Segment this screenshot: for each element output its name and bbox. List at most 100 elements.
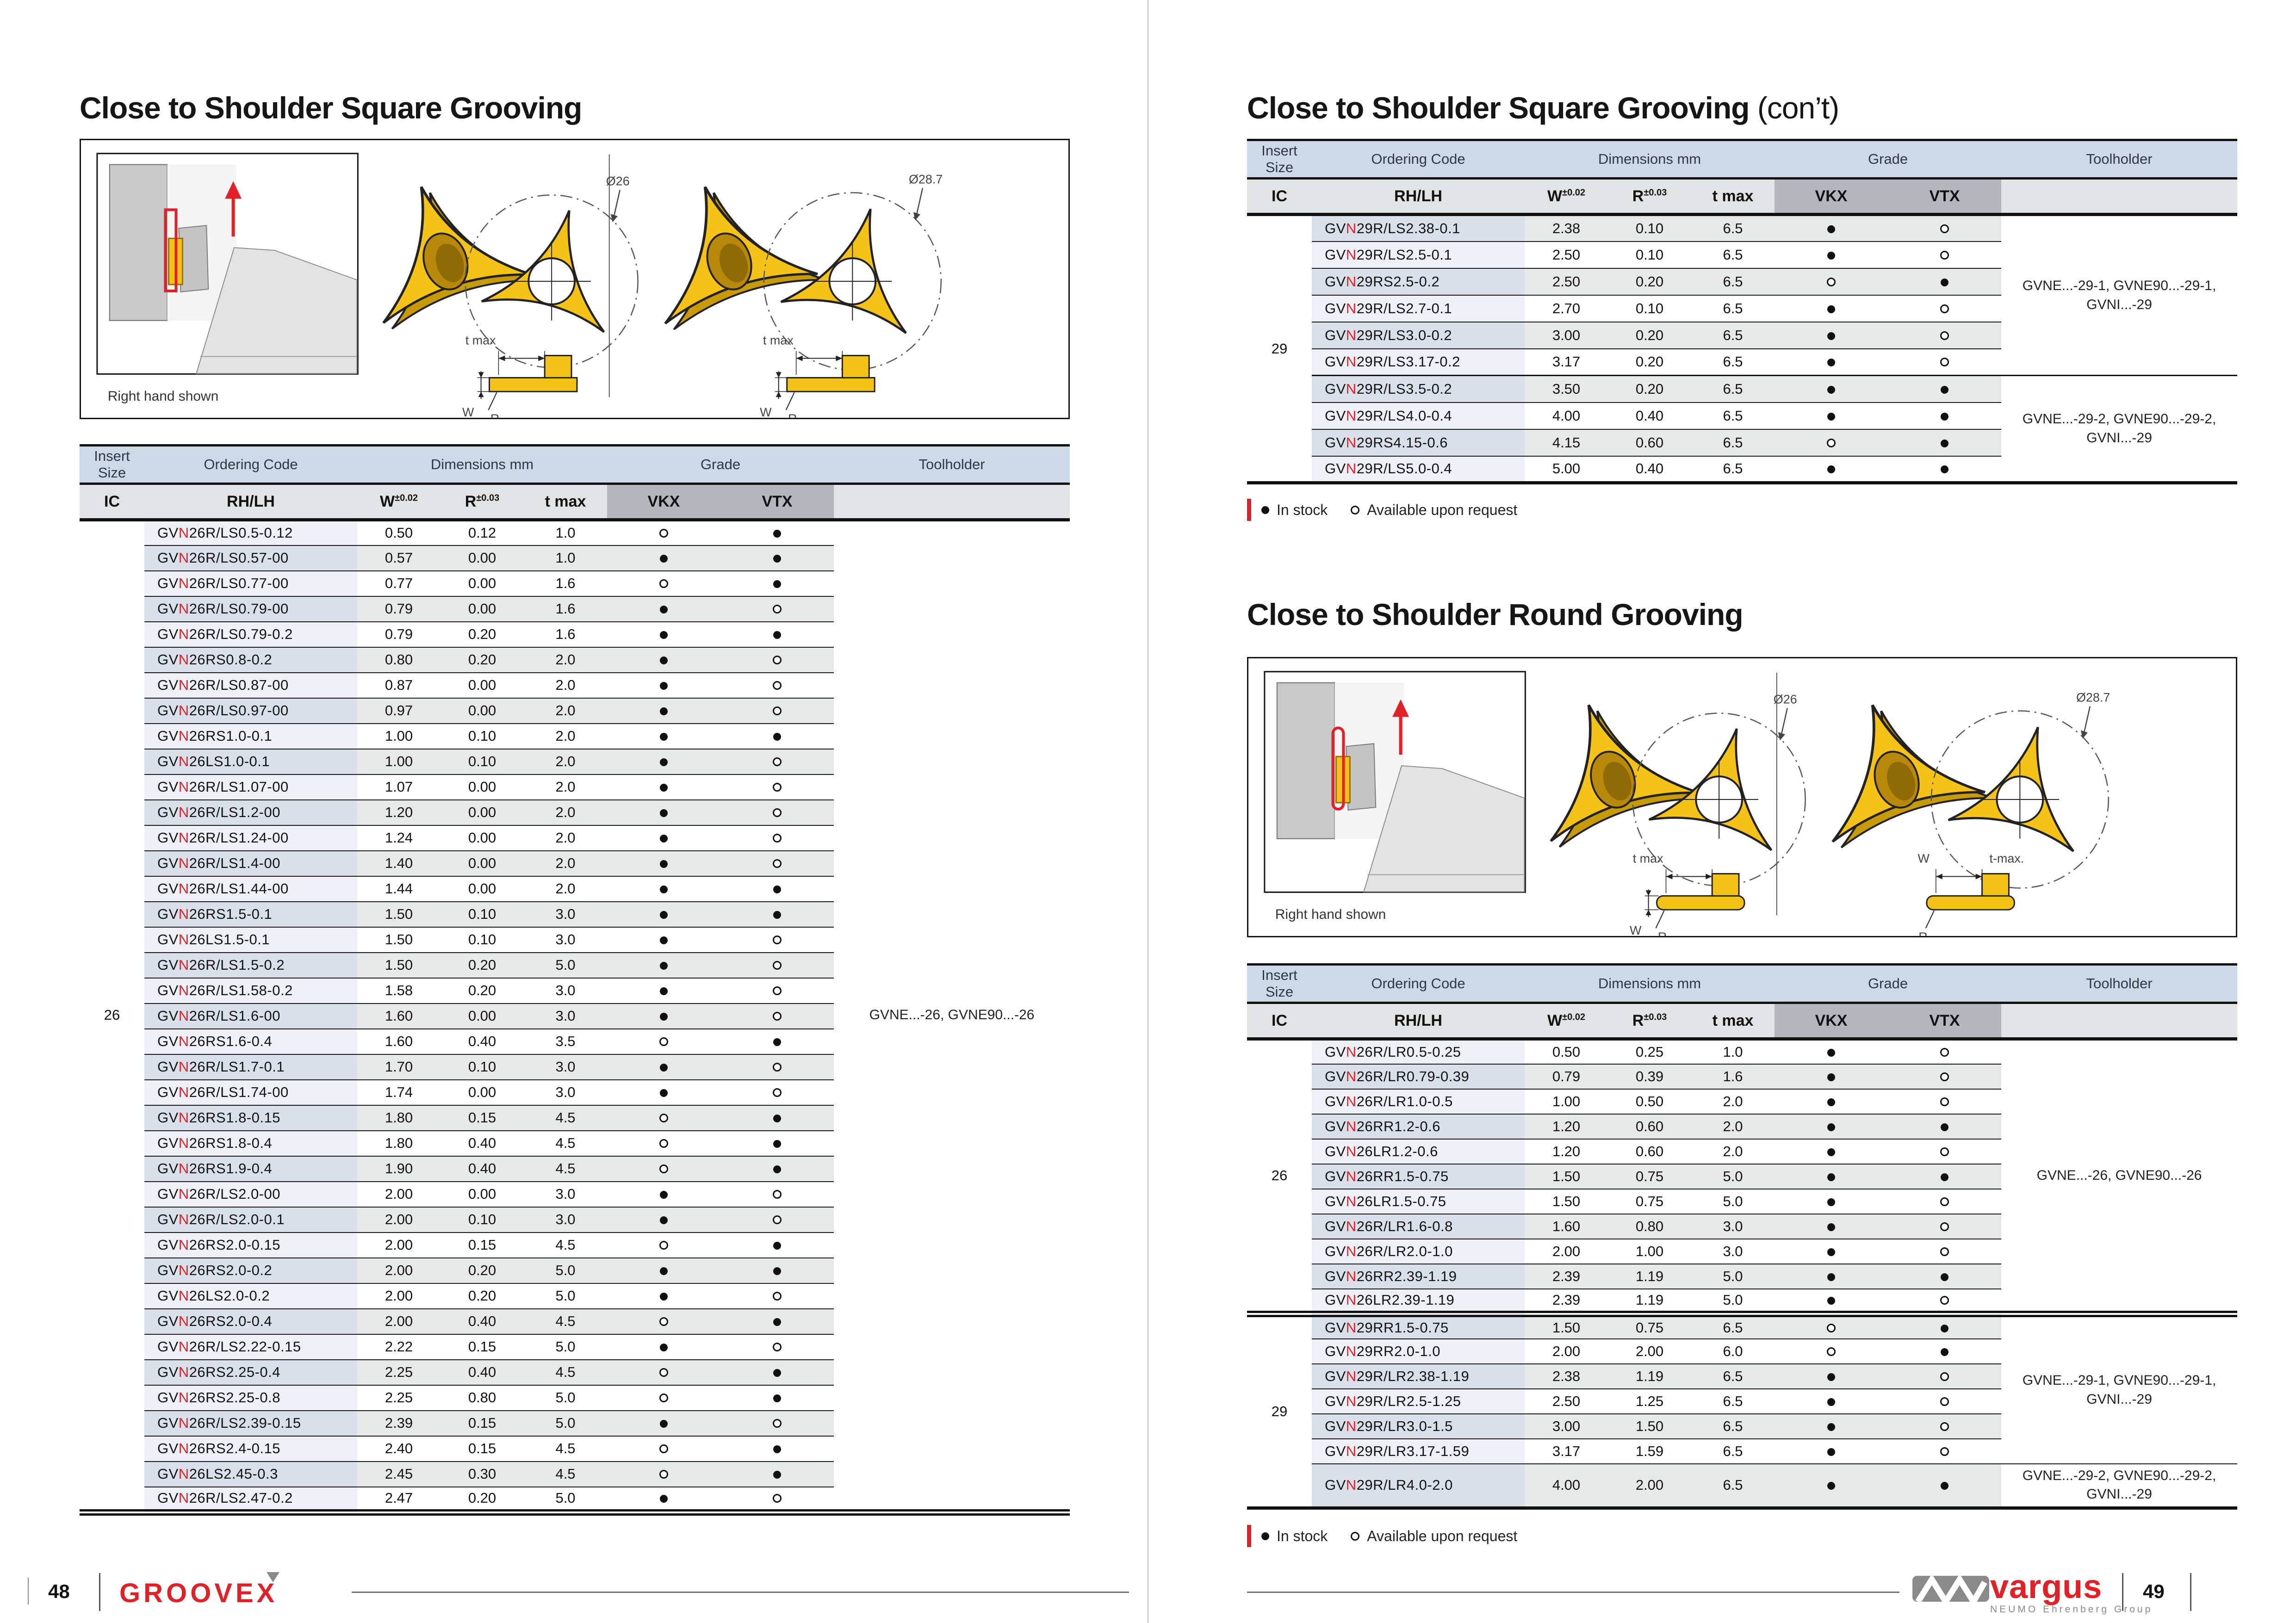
dimension-r-cell: 0.15 <box>441 1334 524 1360</box>
table-row: GVN26R/LS0.87-00 0.87 0.00 2.0 <box>80 672 1070 699</box>
dimension-r-cell: 0.60 <box>1608 429 1691 457</box>
grade-vkx-cell <box>1775 1463 1888 1509</box>
ordering-code-cell: GVN26R/LR1.0-0.5 <box>1312 1089 1525 1115</box>
dimension-r-cell: 0.20 <box>441 978 524 1004</box>
grade-vkx-cell <box>607 1079 721 1106</box>
in-stock-dot-icon <box>1827 225 1836 233</box>
dimension-tmax-cell: 3.0 <box>524 1079 608 1106</box>
dimension-r-cell: 0.10 <box>1608 214 1691 242</box>
dimension-r-cell: 0.75 <box>1608 1310 1691 1339</box>
subheader-w: W±0.02 <box>1525 178 1608 216</box>
dimension-w-cell: 2.50 <box>1525 241 1608 269</box>
subheader-tmax: t max <box>1691 1003 1775 1041</box>
dimension-w-cell: 1.20 <box>1525 1139 1608 1165</box>
dimension-tmax-cell: 1.6 <box>524 596 608 622</box>
header-ordering-code: Ordering Code <box>1312 964 1525 1004</box>
dimension-tmax-cell: 2.0 <box>524 749 608 775</box>
available-dot-icon <box>1940 1247 1949 1256</box>
subheader-vtx: VTX <box>1888 178 2002 216</box>
subheader-rhlh: RH/LH <box>144 483 357 521</box>
grade-vtx-cell <box>1888 322 2002 349</box>
dimension-w-cell: 2.00 <box>357 1283 441 1309</box>
table-row: GVN29R/LS2.7-0.1 2.70 0.10 6.5 <box>1247 295 2237 322</box>
grade-vtx-cell <box>720 1181 834 1208</box>
grade-vtx-cell <box>720 570 834 597</box>
table-row: 26 GVN26R/LS0.5-0.12 0.50 0.12 1.0 GVNE...-26… <box>80 519 1070 1512</box>
page-48: Close to Shoulder Square Grooving Right … <box>28 90 1129 1611</box>
table-row: GVN26LR2.39-1.19 2.39 1.19 5.0 <box>1247 1288 2237 1314</box>
in-stock-label: In stock <box>1277 1527 1328 1544</box>
in-stock-dot-icon <box>660 606 668 613</box>
available-dot-icon <box>1351 1531 1360 1541</box>
insert-clamp <box>178 225 209 293</box>
in-stock-dot-icon <box>773 530 782 538</box>
ordering-code-cell: GVN26RR1.5-0.75 <box>1312 1164 1525 1189</box>
ordering-code-cell: GVN26RS2.0-0.15 <box>144 1232 357 1258</box>
square-grooving-cont-table-body: 29 GVN29R/LS2.38-0.1 2.38 0.10 6.5 GVNE...-29… <box>1247 214 2238 483</box>
subheader-toolholder-blank <box>2001 178 2238 216</box>
ordering-code-cell: GVN26R/LS1.44-00 <box>144 876 357 902</box>
grade-vtx-cell <box>720 1079 834 1106</box>
in-stock-dot-icon <box>1941 1348 1949 1356</box>
table-row: GVN26RS2.0-0.2 2.00 0.20 5.0 <box>80 1258 1070 1284</box>
grade-vtx-cell <box>1888 402 2002 430</box>
ordering-code-cell: GVN26RS2.0-0.2 <box>144 1258 357 1284</box>
ordering-code-cell: GVN26RS0.8-0.2 <box>144 647 357 673</box>
grade-vtx-cell <box>1888 1438 2002 1464</box>
dimension-r-cell: 0.00 <box>441 545 524 571</box>
diameter-label-26: Ø26 <box>606 174 630 188</box>
round-grooving-illustration: Right hand shown Ø26 <box>1247 657 2237 937</box>
table-row: GVN26R/LS1.2-00 1.20 0.00 2.0 <box>80 799 1070 826</box>
in-stock-dot-icon <box>660 682 668 690</box>
ordering-code-cell: GVN29R/LS2.38-0.1 <box>1312 214 1525 242</box>
table-row: GVN26R/LS1.07-00 1.07 0.00 2.0 <box>80 774 1070 800</box>
in-stock-dot-icon <box>1261 506 1269 514</box>
ordering-code-cell: GVN29R/LR3.0-1.5 <box>1312 1413 1525 1439</box>
in-stock-dot-icon <box>660 962 668 970</box>
dimension-w-cell: 1.60 <box>357 1003 441 1029</box>
dimension-w-cell: 1.90 <box>357 1156 441 1182</box>
ordering-code-cell: GVN26R/LR2.0-1.0 <box>1312 1239 1525 1264</box>
table-row: GVN26R/LS1.6-00 1.60 0.00 3.0 <box>80 1003 1070 1029</box>
in-stock-dot-icon <box>660 1216 668 1224</box>
dimension-tmax-cell: 6.5 <box>1691 429 1775 457</box>
in-stock-dot-icon <box>1827 1223 1836 1231</box>
in-stock-dot-icon <box>1941 1173 1949 1181</box>
page-title-square-grooving: Close to Shoulder Square Grooving <box>80 90 582 125</box>
vargus-logo-text: vargus <box>1990 1568 2103 1605</box>
header-toolholder: Toolholder <box>834 445 1070 485</box>
dimension-w-cell: 3.00 <box>1525 1413 1608 1439</box>
table-row: GVN26R/LS1.7-0.1 1.70 0.10 3.0 <box>80 1054 1070 1080</box>
grade-vkx-cell <box>607 545 721 571</box>
available-dot-icon <box>773 757 782 766</box>
dimension-r-cell: 0.10 <box>441 927 524 953</box>
feed-direction-arrow <box>1392 699 1409 717</box>
ordering-code-cell: GVN26R/LS1.58-0.2 <box>144 978 357 1004</box>
dimension-tmax-cell: 6.5 <box>1691 1463 1775 1509</box>
in-stock-dot-icon <box>773 1369 782 1377</box>
grade-vtx-cell <box>1888 1338 2002 1364</box>
in-stock-dot-icon <box>1827 1423 1836 1431</box>
table-row: GVN26R/LS2.22-0.15 2.22 0.15 5.0 <box>80 1334 1070 1360</box>
subheader-r: R±0.03 <box>1608 1003 1691 1041</box>
in-stock-dot-icon <box>1827 1173 1836 1181</box>
grade-vkx-cell <box>1775 1288 1888 1314</box>
dimension-w-cell: 2.50 <box>1525 268 1608 296</box>
table-row: 29 GVN29RR1.5-0.75 1.50 0.75 6.5 GVNE...-29-1… <box>1247 1310 2238 1508</box>
dimension-w-cell: 2.00 <box>357 1181 441 1208</box>
in-stock-dot-icon <box>1827 1148 1836 1156</box>
ordering-code-cell: GVN29R/LS3.0-0.2 <box>1312 322 1525 349</box>
grade-vtx-cell <box>720 799 834 826</box>
in-stock-dot-icon <box>1827 1273 1836 1281</box>
grade-vtx-cell <box>720 596 834 622</box>
table-row: GVN26R/LS1.24-00 1.24 0.00 2.0 <box>80 825 1070 851</box>
in-stock-dot-icon <box>773 1140 782 1148</box>
dimension-w-cell: 4.00 <box>1525 402 1608 430</box>
dimension-w-cell: 0.57 <box>357 545 441 571</box>
in-stock-dot-icon <box>1827 332 1836 340</box>
vargus-logo: vargus NEUMO Ehrenberg Group <box>1911 1568 2153 1615</box>
ordering-code-cell: GVN29R/LR3.17-1.59 <box>1312 1438 1525 1464</box>
dimension-w-cell: 0.79 <box>1525 1064 1608 1090</box>
dimension-r-cell: 0.40 <box>441 1359 524 1386</box>
ordering-code-cell: GVN29R/LS3.17-0.2 <box>1312 348 1525 376</box>
